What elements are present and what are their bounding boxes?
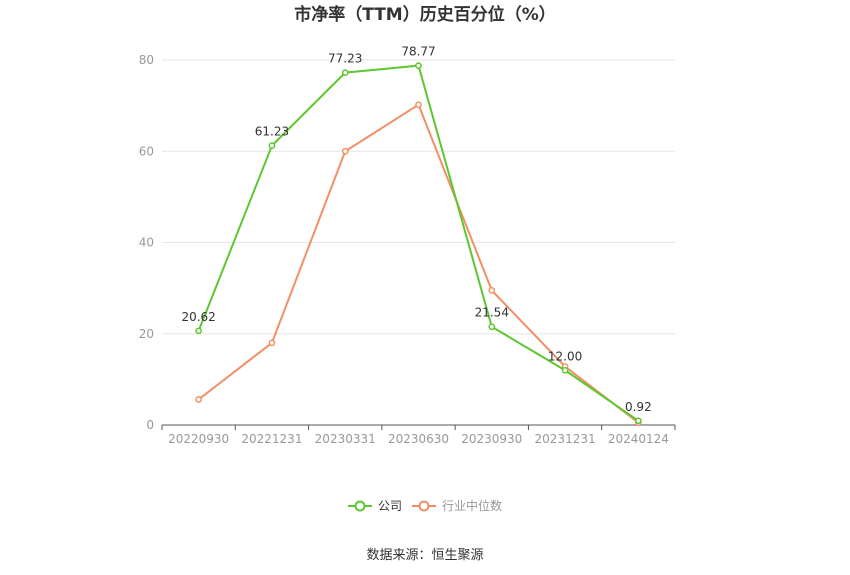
legend-label: 行业中位数 <box>442 498 502 513</box>
legend-item-1[interactable]: 行业中位数 <box>412 498 502 513</box>
x-tick-label: 20220930 <box>168 432 229 446</box>
data-point <box>341 69 349 76</box>
legend[interactable]: 公司 行业中位数 <box>348 498 502 513</box>
data-point <box>195 396 202 403</box>
data-label: 61.23 <box>255 125 289 139</box>
y-axis: 0 20 40 60 80 <box>139 53 154 432</box>
x-axis: 20220930 20221231 20230331 20230630 20230930… <box>161 424 676 446</box>
chart-title: 市净率（TTM）历史百分位（%） <box>294 4 556 25</box>
data-point <box>415 101 422 109</box>
data-label: 20.62 <box>181 310 215 324</box>
data-point <box>268 339 276 347</box>
y-tick-label: 20 <box>139 327 154 341</box>
data-point <box>341 147 349 155</box>
y-tick-label: 60 <box>139 144 154 158</box>
legend-marker-icon <box>354 500 366 512</box>
x-tick-label: 20221231 <box>241 432 302 446</box>
x-tick-label: 20230630 <box>388 432 449 446</box>
data-point <box>268 142 276 149</box>
data-point <box>635 417 642 425</box>
y-tick-label: 80 <box>139 53 154 67</box>
data-label: 78.77 <box>401 45 435 59</box>
source-note: 数据来源：恒生聚源 <box>366 548 483 563</box>
data-label: 12.00 <box>548 349 582 363</box>
data-point <box>195 327 202 335</box>
grid <box>162 59 675 335</box>
legend-marker-icon <box>418 500 430 512</box>
data-point <box>561 366 569 374</box>
legend-label: 公司 <box>378 499 402 513</box>
y-tick-label: 40 <box>139 236 154 250</box>
x-tick-label: 20231231 <box>535 432 596 446</box>
x-tick-label: 20230930 <box>461 432 522 446</box>
series-line-0 <box>197 64 639 422</box>
data-label: 21.54 <box>475 306 509 320</box>
x-tick-label: 20240124 <box>608 432 669 446</box>
legend-item-0[interactable]: 公司 <box>348 499 402 513</box>
y-tick-label: 0 <box>146 418 154 432</box>
data-point <box>488 287 496 294</box>
data-point <box>488 323 496 331</box>
data-label: 0.92 <box>625 400 652 414</box>
data-label: 77.23 <box>328 52 362 66</box>
x-tick-label: 20230331 <box>315 432 376 446</box>
data-point <box>415 62 422 69</box>
series-group: 20.62 61.23 77.23 78.77 21.54 12.00 0.92 <box>181 45 652 427</box>
